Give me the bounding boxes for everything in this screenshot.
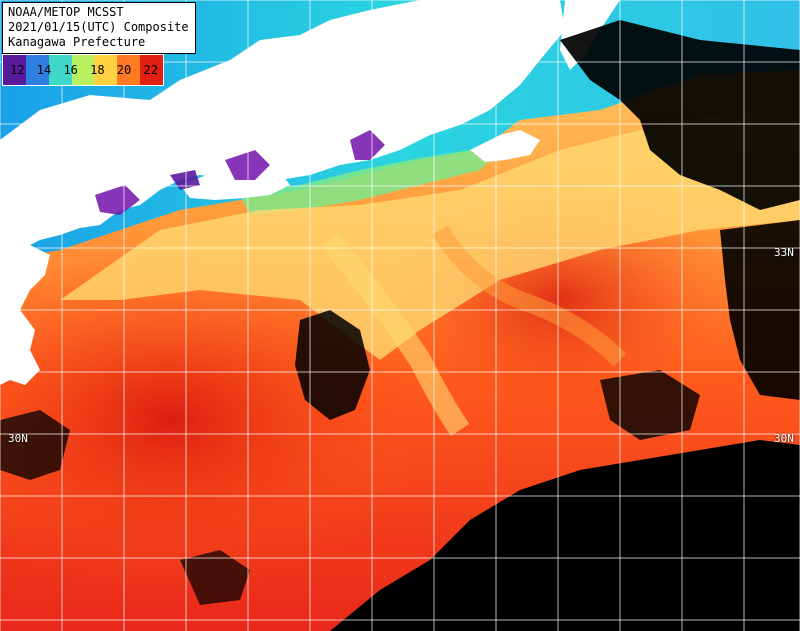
green-coastal-band (240, 140, 510, 215)
legend-label: 12 (10, 63, 25, 77)
land-shikoku (180, 168, 290, 200)
orange-filament (432, 225, 627, 367)
legend-swatch (3, 55, 26, 85)
legend-swatch (117, 55, 141, 85)
temperature-legend (2, 54, 164, 86)
land-kyushu (0, 245, 50, 385)
legend-swatch (48, 55, 72, 85)
land-kii-peninsula (470, 130, 540, 162)
cloud-sw-small (0, 410, 70, 480)
date-label: 2021/01/15(UTC) Composite (8, 20, 189, 34)
temperature-legend-labels: 12 14 16 18 20 22 (4, 63, 164, 77)
cloud-center (295, 310, 370, 420)
lat-label-30n-right: 30N (774, 432, 794, 445)
legend-swatch (25, 55, 49, 85)
legend-swatch (71, 55, 95, 85)
yellow-transition (60, 110, 800, 360)
purple-inlet-2 (350, 130, 385, 160)
region-label: Kanagawa Prefecture (8, 35, 146, 49)
lat-label-33n-right: 33N (774, 246, 794, 259)
cloud-south-small (180, 550, 250, 605)
legend-swatch (94, 55, 118, 85)
yellow-filament (321, 232, 470, 437)
lat-label-30n-left: 30N (8, 432, 28, 445)
legend-swatch (140, 55, 164, 85)
purple-inlet-4 (170, 170, 200, 190)
legend-label: 20 (116, 63, 132, 77)
cloud-mid-east (600, 370, 700, 440)
map-info-box: NOAA/METOP MCSST 2021/01/15(UTC) Composit… (2, 2, 196, 54)
legend-label: 14 (36, 63, 52, 77)
purple-inlet-3 (95, 185, 140, 215)
land-honshu (0, 0, 565, 255)
legend-label: 16 (63, 63, 78, 77)
legend-label: 22 (143, 63, 158, 77)
legend-label: 18 (90, 63, 105, 77)
source-title: NOAA/METOP MCSST (8, 5, 124, 19)
